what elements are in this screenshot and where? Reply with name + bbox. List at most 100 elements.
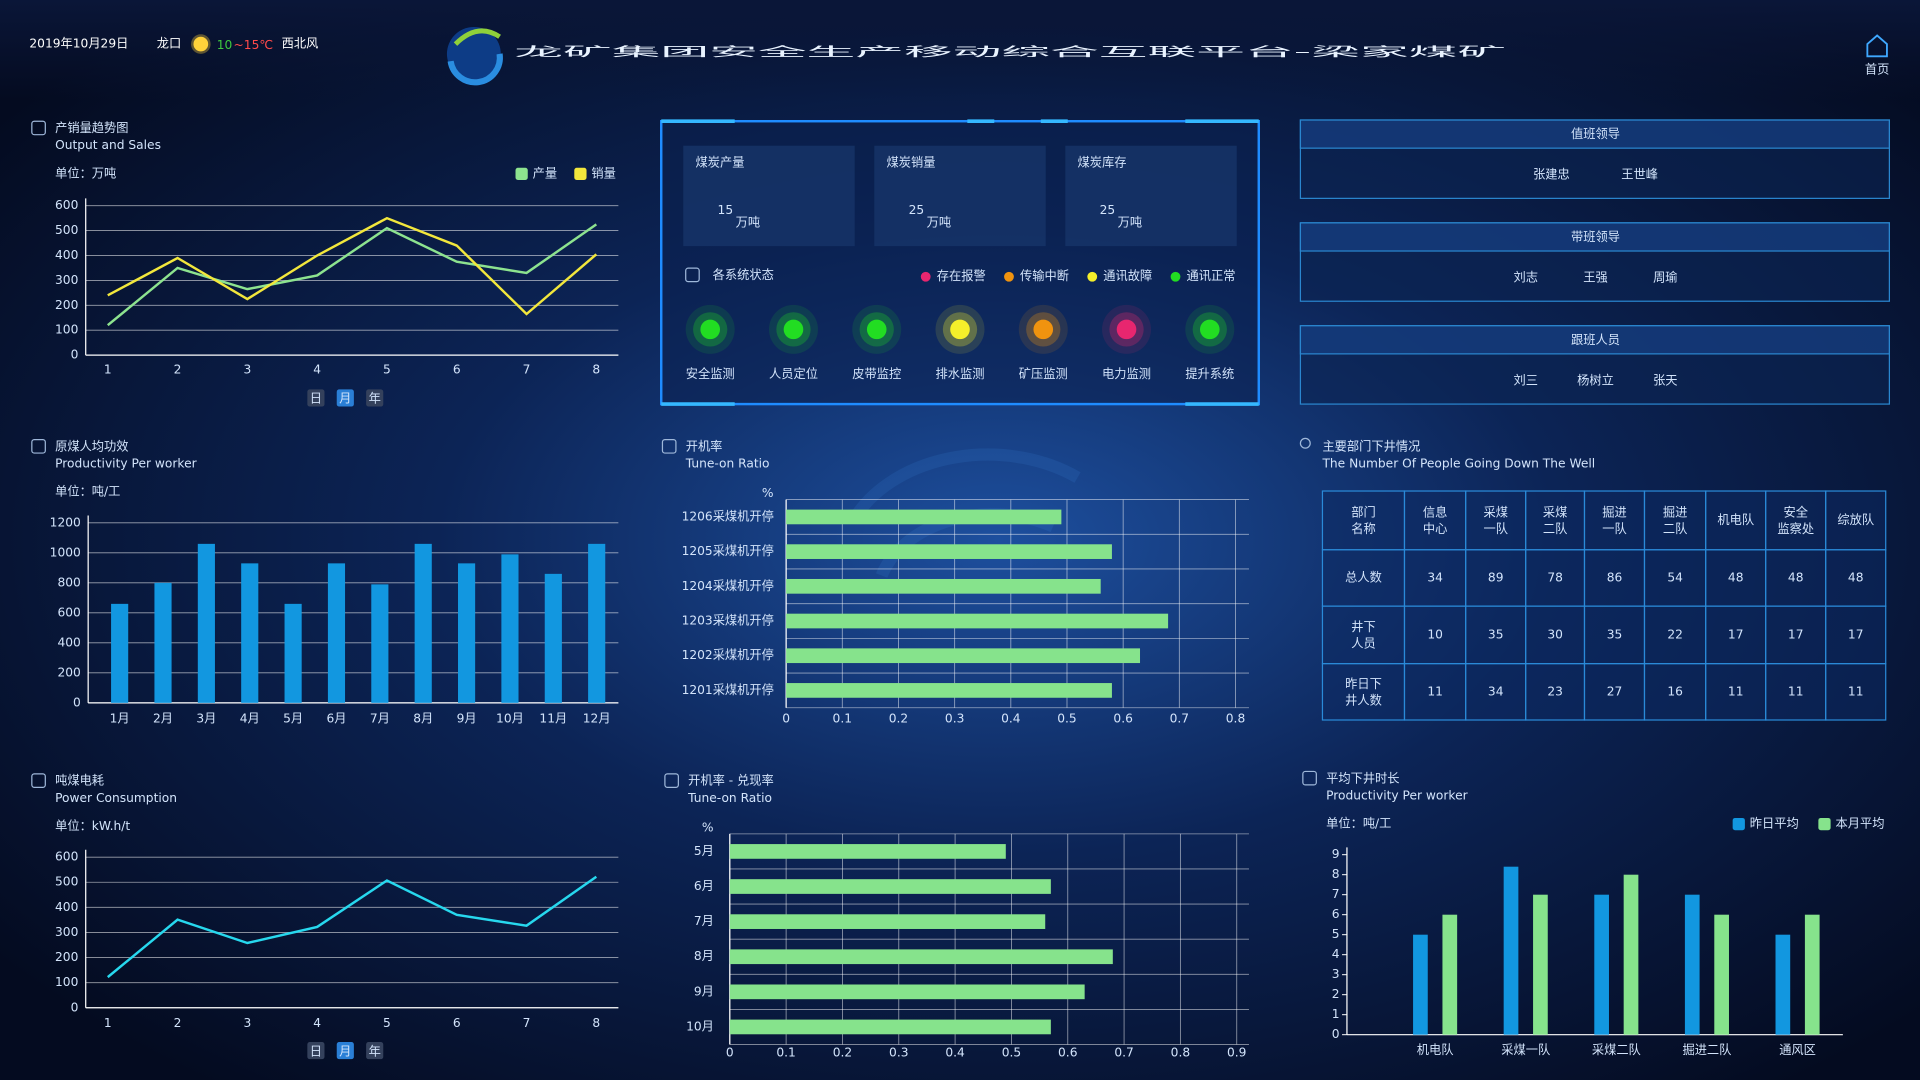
x-tick-label: 6月 — [326, 711, 346, 725]
period-button[interactable] — [336, 389, 354, 407]
status-light — [1116, 319, 1137, 340]
table-header: 掘进一队 — [1602, 504, 1626, 536]
table-cell-text: 昨日下井人数 — [1345, 676, 1382, 707]
x-tick-label: 8 — [592, 362, 600, 376]
y-tick-label: 3 — [1332, 967, 1340, 981]
legend-swatch — [574, 167, 587, 180]
bar — [1594, 894, 1609, 1035]
x-tick-label: 12月 — [583, 711, 611, 725]
table-cell-text: 17 — [1848, 627, 1864, 641]
panel-icon — [1299, 437, 1311, 449]
x-tick-label: 通风区 — [1779, 1043, 1816, 1057]
period-button[interactable] — [336, 1042, 354, 1060]
stat-card — [874, 145, 1046, 247]
y-tick-label: 400 — [55, 900, 78, 914]
period-button[interactable] — [366, 1042, 384, 1060]
period-button-label[interactable]: 年 — [369, 392, 381, 406]
panel-title: 开机率 - 兑现率 — [688, 773, 774, 788]
table-cell-text: 35 — [1488, 627, 1504, 641]
axis-label: % — [702, 820, 714, 834]
bar — [111, 603, 129, 703]
period-button-label[interactable]: 日 — [310, 1044, 322, 1058]
stat-value: 25 — [909, 203, 925, 217]
legend-swatch — [1732, 817, 1745, 831]
panel-title: 原煤人均功效 — [55, 438, 128, 453]
home-icon[interactable] — [1866, 34, 1888, 58]
x-tick-label: 5 — [383, 362, 391, 376]
bar — [1804, 914, 1820, 1035]
x-tick-label: 0.1 — [776, 1046, 795, 1060]
duty-name: 张建忠 — [1533, 168, 1570, 182]
y-tick-label: 300 — [55, 273, 78, 287]
table-cell — [1525, 490, 1586, 551]
y-tick-label: 1204采煤机开停 — [682, 578, 774, 593]
bar — [1623, 874, 1639, 1035]
y-tick-label: 600 — [57, 605, 80, 619]
header-band — [0, 0, 1920, 101]
bar — [458, 563, 476, 703]
table-cell-text: 23 — [1547, 684, 1563, 698]
panel-icon — [1302, 770, 1317, 786]
x-tick-label: 1月 — [110, 711, 130, 725]
panel-icon — [31, 773, 46, 788]
table-cell — [1643, 490, 1707, 551]
bar — [1503, 866, 1519, 1035]
line-series — [106, 875, 598, 979]
stat-card — [683, 145, 855, 247]
period-button[interactable] — [307, 389, 325, 407]
x-tick-label: 6 — [453, 1016, 461, 1030]
period-button-label[interactable]: 年 — [369, 1044, 381, 1058]
y-tick-label: 1203采煤机开停 — [682, 613, 774, 628]
period-button-label[interactable]: 月 — [339, 1044, 351, 1058]
stat-value: 15 — [718, 203, 734, 217]
y-tick-label: 10月 — [686, 1019, 714, 1033]
period-button-label[interactable]: 月 — [339, 392, 351, 406]
bar — [197, 543, 215, 703]
table-cell-text: 27 — [1607, 684, 1623, 698]
bar — [241, 563, 259, 703]
table-cell — [1583, 549, 1646, 607]
legend-dot — [1087, 271, 1098, 282]
x-tick-label: 0.3 — [889, 1046, 908, 1060]
page-title: 龙矿集团安全生产移动综合互联平台-梁家煤矿 — [514, 44, 1506, 59]
bar — [729, 949, 1113, 965]
table-cell-text: 井下人员 — [1351, 619, 1375, 650]
period-button-label[interactable]: 日 — [310, 392, 322, 406]
period-button[interactable] — [307, 1042, 325, 1060]
period-button[interactable] — [366, 389, 384, 407]
table-cell — [1465, 490, 1527, 551]
y-tick-label: 9 — [1332, 847, 1340, 861]
bar — [1775, 934, 1791, 1035]
table-cell-text: 86 — [1607, 570, 1623, 584]
y-tick-label: 1000 — [50, 545, 81, 559]
home-link[interactable]: 首页 — [1865, 62, 1889, 76]
table-cell-text: 16 — [1667, 684, 1683, 698]
table-cell-text: 17 — [1788, 627, 1804, 641]
stat-label: 煤炭销量 — [887, 155, 936, 169]
table-cell-text: 22 — [1667, 627, 1683, 641]
table-cell — [1765, 663, 1827, 721]
y-tick-label: 0 — [71, 1000, 79, 1014]
legend-label: 本月平均 — [1836, 817, 1885, 831]
legend-swatch — [515, 167, 528, 180]
table-cell-text: 48 — [1788, 570, 1804, 584]
table-cell — [1321, 663, 1406, 721]
table-cell — [1583, 490, 1646, 551]
x-tick-label: 0.9 — [1227, 1046, 1246, 1060]
table-cell — [1583, 663, 1646, 721]
panel-subtitle: The Number Of People Going Down The Well — [1321, 457, 1595, 471]
duty-title: 跟班人员 — [1571, 333, 1620, 347]
status-light — [950, 319, 970, 340]
y-tick-label: 1202采煤机开停 — [682, 647, 774, 662]
x-tick-label: 2 — [174, 362, 182, 376]
x-tick-label: 4 — [313, 1016, 321, 1030]
table-header: 部门名称 — [1351, 504, 1375, 536]
y-tick-label: 200 — [55, 950, 78, 964]
table-cell — [1643, 549, 1707, 607]
panel-accents — [661, 119, 1259, 406]
y-tick-label: 9月 — [694, 984, 714, 998]
bar — [588, 543, 606, 703]
x-tick-label: 0.6 — [1058, 1046, 1078, 1060]
line-series — [106, 223, 598, 327]
bar — [544, 573, 562, 703]
